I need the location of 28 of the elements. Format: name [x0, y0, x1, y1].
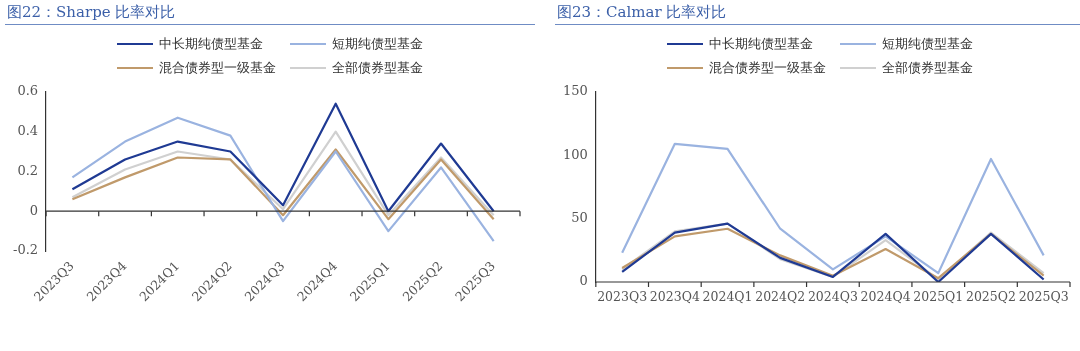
x-tick-label: 2024Q2	[755, 288, 806, 304]
y-tick-label: 100	[562, 146, 588, 162]
y-tick-label: 0.2	[17, 162, 39, 178]
legend-label: 短期纯债型基金	[332, 35, 423, 53]
legend-label: 全部债券型基金	[882, 59, 973, 77]
x-tick-label: 2024Q1	[702, 288, 753, 304]
x-tick-label: 2024Q3	[807, 288, 858, 304]
chart-title: 图22：Sharpe 比率对比	[5, 0, 535, 25]
y-tick-label: -0.2	[12, 242, 39, 258]
legend-label: 混合债券型一级基金	[159, 59, 276, 77]
y-tick-label: 0.4	[17, 122, 39, 138]
x-tick-label: 2023Q3	[597, 288, 648, 304]
x-tick-label: 2023Q4	[649, 288, 700, 304]
legend-label: 中长期纯债型基金	[159, 35, 263, 53]
legend-label: 全部债券型基金	[332, 59, 423, 77]
legend-label: 中长期纯债型基金	[709, 35, 813, 53]
legend-label: 混合债券型一级基金	[709, 59, 826, 77]
y-tick-label: 0	[29, 202, 39, 218]
x-tick-label: 2025Q3	[1018, 288, 1069, 304]
y-tick-label: 50	[571, 209, 588, 225]
x-tick-label: 2024Q4	[860, 288, 911, 304]
y-tick-label: 0.6	[17, 83, 39, 99]
legend-label: 短期纯债型基金	[882, 35, 973, 53]
x-tick-label: 2025Q2	[965, 288, 1016, 304]
chart-title: 图23：Calmar 比率对比	[555, 0, 1080, 25]
y-tick-label: 150	[562, 83, 588, 99]
y-tick-label: 0	[579, 273, 588, 289]
x-tick-label: 2025Q1	[913, 288, 964, 304]
